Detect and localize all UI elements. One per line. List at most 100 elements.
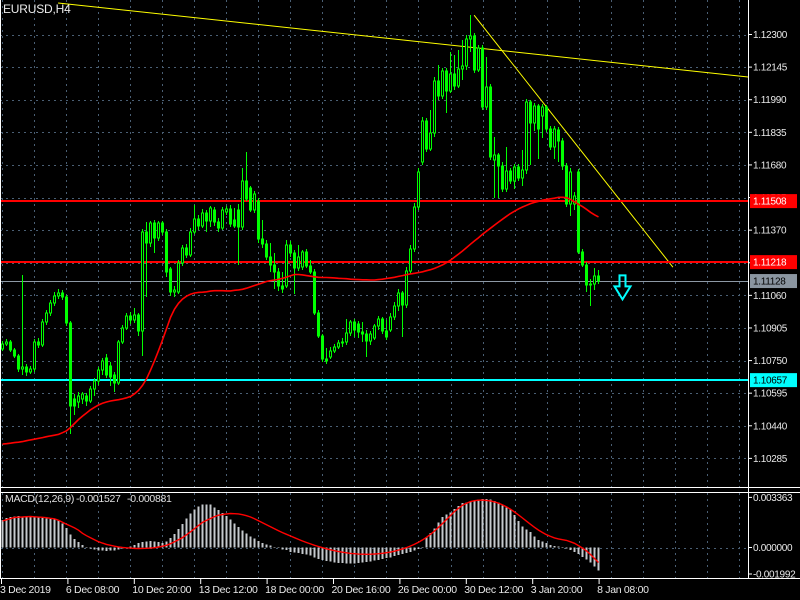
candle-bear <box>445 70 448 92</box>
candle-bull <box>513 166 516 182</box>
price-tick-label: 1.12300 <box>753 30 788 41</box>
candle-bull <box>493 154 496 161</box>
candle-bear <box>381 318 384 332</box>
candle-bear <box>197 218 200 227</box>
candle-bull <box>45 312 48 323</box>
candle-bear <box>289 244 292 254</box>
candle-bull <box>349 321 352 334</box>
candle-bear <box>309 265 312 273</box>
candle-bear <box>61 292 64 298</box>
candle-bear <box>245 180 248 200</box>
time-tick-label: 10 Dec 20:00 <box>132 584 191 596</box>
candles <box>1 14 600 434</box>
support-price-label-box <box>750 255 797 270</box>
candle-bull <box>97 369 100 382</box>
candle-bull <box>157 222 160 239</box>
down-arrow-object[interactable] <box>612 274 633 302</box>
candle-bull <box>221 209 224 229</box>
candle-bear <box>265 243 268 258</box>
candle-bull <box>405 270 408 306</box>
candle-bear <box>585 264 588 286</box>
candle-bear <box>109 365 112 378</box>
candle-bear <box>233 219 236 227</box>
bid-price-label-box <box>750 274 797 289</box>
price-axis[interactable]: 1.12300 1.12145 1.11990 1.11835 1.11680 1.115… <box>748 30 797 581</box>
yellow-trendline[interactable] <box>58 2 749 78</box>
candle-bull <box>1 343 4 350</box>
candle-bull <box>173 289 176 293</box>
candle-bull <box>141 231 144 332</box>
candle-bull <box>465 38 468 67</box>
candle-bull <box>101 360 104 371</box>
candle-bull <box>369 333 372 342</box>
time-axis[interactable]: 3 Dec 2019 6 Dec 08:00 10 Dec 20:00 13 Dec … <box>0 579 649 596</box>
candle-bull <box>33 341 36 370</box>
candle-bull <box>93 380 96 390</box>
candle-bull <box>393 305 396 318</box>
candle-bull <box>541 106 544 117</box>
price-tick-label: 1.12145 <box>753 63 788 74</box>
price-tick-label: 1.10905 <box>753 323 788 334</box>
candle-bear <box>213 209 216 223</box>
candle-bull <box>337 342 340 348</box>
candle-bear <box>321 335 324 360</box>
candle-bull <box>429 132 432 150</box>
cyan-level-price-label-box <box>750 373 797 388</box>
candle-bear <box>153 222 156 239</box>
candle-bull <box>297 256 300 269</box>
candle-bull <box>457 68 460 87</box>
candle-bear <box>37 341 40 346</box>
candle-bear <box>165 231 168 273</box>
candle-bear <box>69 322 72 407</box>
candle-bear <box>577 171 580 253</box>
candle-bear <box>269 256 272 266</box>
candle-bull <box>433 80 436 134</box>
candle-bull <box>225 208 228 213</box>
candle-bull <box>377 318 380 327</box>
candle-bull <box>201 212 204 227</box>
candle-bull <box>533 105 536 124</box>
time-tick-label: 13 Dec 12:00 <box>199 584 258 596</box>
yellow-trendline[interactable] <box>473 14 674 268</box>
candle-bull <box>333 346 336 352</box>
candle-bear <box>145 231 148 244</box>
candle-bear <box>537 105 540 130</box>
horizontal-line-objects[interactable] <box>0 200 748 381</box>
candle-bear <box>325 358 328 362</box>
trendline-objects[interactable] <box>58 2 749 268</box>
candle-bull <box>485 86 488 108</box>
candle-bear <box>597 275 600 282</box>
candle-bull <box>5 341 8 345</box>
price-tick-label: 1.11835 <box>753 128 787 139</box>
candle-bear <box>281 285 284 290</box>
candle-bull <box>329 350 332 358</box>
candle-bull <box>133 314 136 321</box>
candle-bear <box>497 154 500 167</box>
price-tick-label: 1.11680 <box>753 160 787 171</box>
macd-panel <box>1 499 600 571</box>
candle-bull <box>573 195 576 205</box>
candle-bull <box>413 206 416 250</box>
time-tick-label: 6 Dec 08:00 <box>66 584 120 596</box>
candle-bear <box>401 292 404 306</box>
macd-signal-line <box>2 499 599 563</box>
candle-bull <box>81 393 84 400</box>
candle-bear <box>561 140 564 167</box>
price-tick-label: 1.10285 <box>753 454 788 465</box>
price-tick-label: 1.10750 <box>753 356 788 367</box>
resistance-price-label: 1.11508 <box>753 197 787 208</box>
price-tick-label: 1.10440 <box>753 421 788 432</box>
candle-bull <box>193 218 196 233</box>
panel-borders <box>0 0 800 579</box>
candle-bull <box>477 47 480 71</box>
candle-bear <box>517 166 520 179</box>
candle-bear <box>65 296 68 324</box>
moving-average-line[interactable] <box>2 196 599 445</box>
candle-bear <box>257 200 260 240</box>
candle-bear <box>581 251 584 266</box>
candle-bull <box>421 120 424 163</box>
candle-bull <box>449 73 452 92</box>
time-tick-label: 3 Dec 2019 <box>0 584 51 596</box>
candle-bull <box>241 180 244 228</box>
